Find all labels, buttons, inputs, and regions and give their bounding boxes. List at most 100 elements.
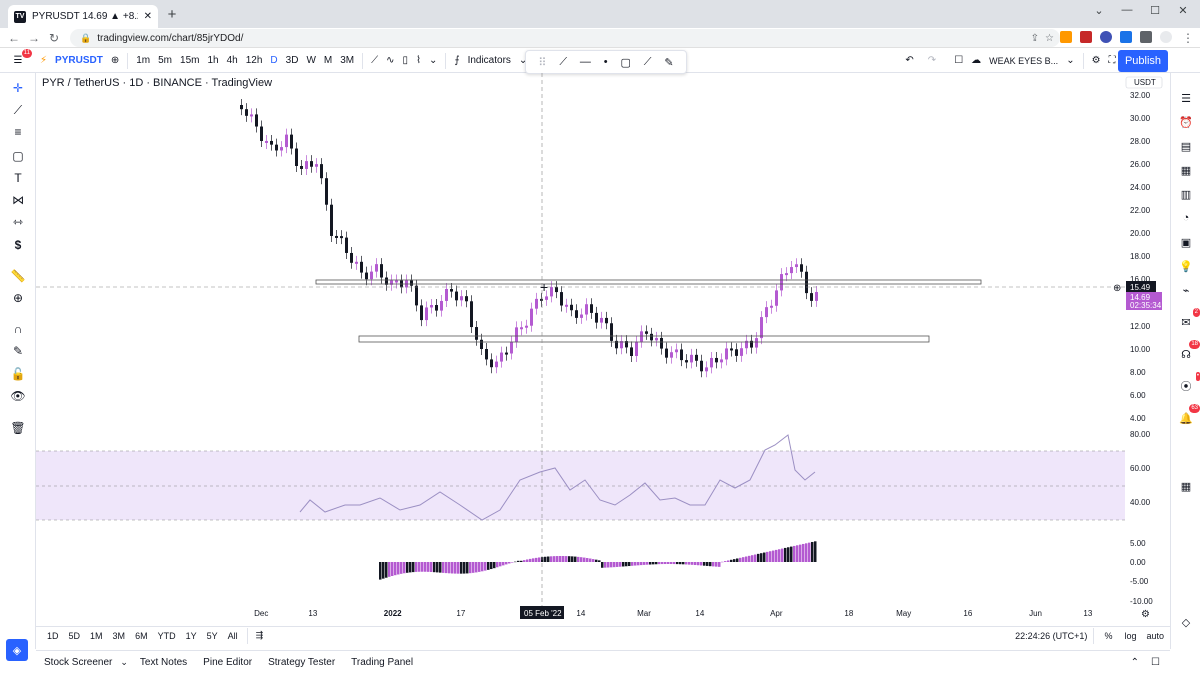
layout-name[interactable]: WEAK EYES B...: [989, 55, 1059, 66]
interval-m[interactable]: M: [323, 55, 333, 66]
go-to-date-icon[interactable]: ⇶: [255, 630, 264, 640]
dot-icon[interactable]: •: [603, 56, 608, 68]
ray-icon[interactable]: ⟋: [643, 55, 652, 68]
main-menu-icon[interactable]: ☰ 11: [13, 48, 32, 66]
chevron-down-icon[interactable]: ⌄: [428, 55, 438, 66]
maximize-panel-icon[interactable]: ☐: [1151, 657, 1160, 668]
order-panel-icon[interactable]: ▦: [1180, 480, 1192, 493]
crosshair-add-icon[interactable]: ⊕: [1113, 283, 1121, 294]
interval-4h[interactable]: 4h: [226, 55, 238, 66]
indicators-icon[interactable]: ⨍: [454, 55, 460, 66]
trend-line-icon[interactable]: ⟋: [559, 55, 568, 68]
chart-type-icon[interactable]: ⌇: [416, 55, 421, 66]
new-tab-icon[interactable]: +: [167, 5, 177, 23]
data-window-icon[interactable]: ▤: [1180, 140, 1192, 153]
brush-icon[interactable]: ✎: [664, 56, 674, 69]
tab-close-icon[interactable]: ✕: [143, 11, 152, 22]
range-1m[interactable]: 1M: [90, 630, 103, 641]
tab-trading-panel[interactable]: Trading Panel: [351, 657, 414, 668]
magnet-icon[interactable]: ∩: [13, 322, 23, 336]
broadcast-icon[interactable]: ☊ 18: [1181, 340, 1200, 361]
tv-logo-icon[interactable]: ◈: [6, 639, 28, 661]
price-chart[interactable]: + 32.00 30.00 28.00 26.00 24.00 22.00 20.00 18.…: [36, 73, 1170, 626]
range-ytd[interactable]: YTD: [157, 630, 176, 641]
hotlists-icon[interactable]: ▦: [1180, 164, 1192, 177]
symbol-search-button[interactable]: PYRUSDT: [55, 55, 103, 66]
line-style-icon[interactable]: ∿: [386, 55, 395, 66]
horizontal-line-icon[interactable]: —: [579, 56, 591, 68]
tab-pine-editor[interactable]: Pine Editor: [203, 657, 253, 668]
range-3m[interactable]: 3M: [112, 630, 126, 641]
indicators-button[interactable]: Indicators: [467, 55, 511, 66]
share-icon[interactable]: ⇪: [1030, 32, 1040, 44]
text-tool-icon[interactable]: T: [14, 171, 22, 185]
layers-icon[interactable]: ◇: [1181, 616, 1191, 629]
undo-icon[interactable]: ↶: [905, 55, 914, 66]
forward-icon[interactable]: →: [28, 31, 40, 45]
interval-w[interactable]: W: [306, 55, 316, 66]
browser-menu-icon[interactable]: ⋮: [1182, 31, 1194, 45]
ruler-icon[interactable]: 📏: [10, 269, 26, 283]
currency-label[interactable]: USDT: [1134, 78, 1156, 87]
percent-scale-toggle[interactable]: %: [1104, 630, 1113, 641]
interval-1h[interactable]: 1h: [207, 55, 219, 66]
interval-5m[interactable]: 5m: [158, 55, 173, 66]
sync-checkbox[interactable]: ☐: [954, 55, 964, 66]
eye-icon[interactable]: 👁: [10, 389, 26, 403]
collapse-panel-icon[interactable]: ⌃: [1130, 657, 1140, 668]
dollar-icon[interactable]: $: [14, 238, 22, 252]
range-5y[interactable]: 5Y: [206, 630, 218, 641]
range-all[interactable]: All: [227, 630, 238, 641]
range-5d[interactable]: 5D: [68, 630, 81, 641]
log-scale-toggle[interactable]: log: [1124, 630, 1137, 641]
macd-scale[interactable]: 5.00 0.00 -5.00 -10.00: [1130, 539, 1153, 606]
candle-style-icon[interactable]: ▯: [402, 55, 409, 66]
fib-icon[interactable]: ≡: [14, 125, 22, 139]
pattern-tool-icon[interactable]: ⋈: [12, 193, 24, 207]
bar-style-icon[interactable]: ⟋: [371, 55, 379, 66]
interval-d[interactable]: D: [270, 55, 278, 66]
bookmark-star-icon[interactable]: ☆: [1045, 32, 1054, 44]
tab-strategy-tester[interactable]: Strategy Tester: [268, 657, 336, 668]
interval-1m[interactable]: 1m: [136, 55, 151, 66]
settings-gear-icon[interactable]: ⚙: [1091, 55, 1101, 66]
fullscreen-icon[interactable]: ⛶: [1108, 55, 1116, 66]
time-scale[interactable]: Dec 13 2022 17 14 Mar 14 Apr 18 May 16 Jun 13: [254, 609, 1093, 618]
trend-line-icon[interactable]: ⟋: [13, 102, 23, 117]
notifications-icon[interactable]: 🔔 63: [1179, 404, 1200, 425]
scale-settings-gear-icon[interactable]: ⚙: [1141, 609, 1150, 620]
rsi-scale[interactable]: 80.00 60.00 40.00: [1130, 430, 1151, 507]
extension-red-icon[interactable]: [1080, 31, 1092, 43]
price-scale[interactable]: 32.00 30.00 28.00 26.00 24.00 22.00 20.00 18.00…: [1130, 91, 1151, 423]
chat-icon[interactable]: ✉ 2: [1181, 308, 1200, 329]
crosshair-icon[interactable]: ✛: [12, 81, 24, 95]
screener-icon[interactable]: ▣: [1180, 236, 1192, 249]
redo-icon[interactable]: ↷: [927, 55, 937, 66]
ideas-lightbulb-icon[interactable]: 💡: [1179, 260, 1193, 273]
calendar-icon[interactable]: ▥: [1180, 188, 1192, 201]
tab-stock-screener[interactable]: Stock Screener: [44, 657, 113, 668]
extension-k-icon[interactable]: [1120, 31, 1132, 43]
maximize-icon[interactable]: ☐: [1150, 4, 1160, 17]
chevron-down-icon[interactable]: ⌄: [1066, 55, 1075, 66]
streams-icon[interactable]: ⌁: [1182, 284, 1190, 297]
interval-3d[interactable]: 3D: [285, 55, 299, 66]
publish-button[interactable]: Publish: [1118, 50, 1168, 72]
back-icon[interactable]: ←: [8, 31, 20, 45]
lock-icon[interactable]: 🔓: [10, 367, 26, 381]
prediction-tool-icon[interactable]: ⇿: [12, 215, 24, 229]
url-field[interactable]: 🔒 tradingview.com/chart/85jrYDOd/ ⇪ ☆: [70, 29, 1060, 47]
range-1d[interactable]: 1D: [47, 630, 59, 641]
alerts-icon[interactable]: ⏰: [1179, 116, 1193, 129]
interval-15m[interactable]: 15m: [180, 55, 200, 66]
resistance-zone[interactable]: [315, 279, 982, 285]
tab-text-notes[interactable]: Text Notes: [139, 657, 188, 668]
zoom-icon[interactable]: ⊕: [12, 291, 24, 305]
extensions-puzzle-icon[interactable]: [1140, 31, 1152, 43]
live-stream-icon[interactable]: ⦿ •: [1180, 372, 1200, 393]
chart-pie-icon[interactable]: ◔: [1182, 212, 1190, 224]
stay-drawing-icon[interactable]: ✎: [12, 344, 24, 358]
profile-avatar[interactable]: [1160, 31, 1172, 43]
rectangle-tool-icon[interactable]: ▢: [12, 149, 24, 163]
chevron-down-icon[interactable]: ⌄: [1094, 4, 1104, 17]
